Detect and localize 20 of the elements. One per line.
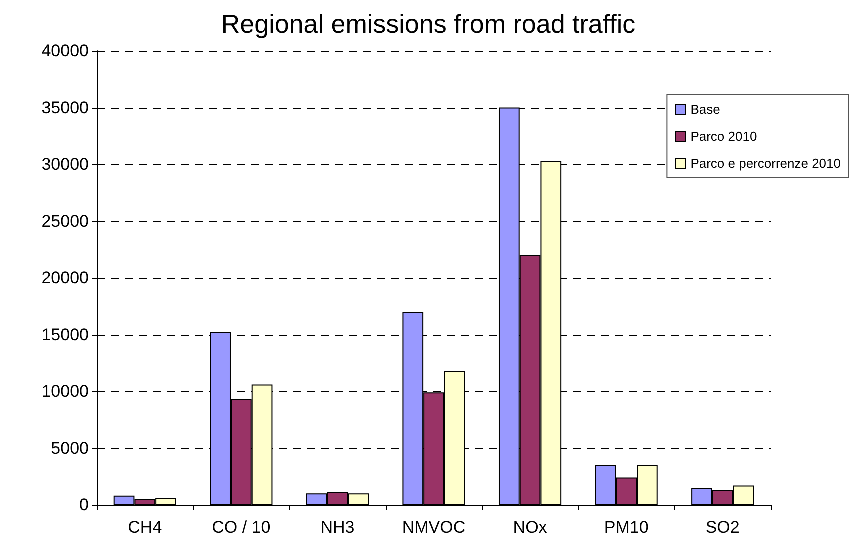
y-tick-label: 25000 xyxy=(42,212,89,231)
y-tick-label: 40000 xyxy=(42,42,89,60)
y-tick-label: 20000 xyxy=(42,268,89,288)
x-tick-label: CH4 xyxy=(128,518,162,537)
x-tick-label: CO / 10 xyxy=(212,518,271,537)
legend-label: Base xyxy=(690,102,720,117)
y-tick-label: 5000 xyxy=(51,438,89,458)
x-tick-label: NH3 xyxy=(320,518,355,537)
x-tick-label: NOx xyxy=(513,518,548,537)
chart-title: Regional emissions from road traffic xyxy=(221,9,636,39)
legend-label: Parco e percorrenze 2010 xyxy=(690,156,841,171)
y-tick-label: 0 xyxy=(80,496,89,514)
x-tick-label: PM10 xyxy=(604,518,649,537)
y-tick-label: 35000 xyxy=(42,98,89,118)
x-tick-label: NMVOC xyxy=(402,518,466,537)
y-tick-label: 30000 xyxy=(42,155,89,174)
x-tick-label: SO2 xyxy=(706,518,740,537)
legend-label: Parco 2010 xyxy=(690,129,758,144)
y-tick-label: 15000 xyxy=(42,325,89,344)
y-tick-label: 10000 xyxy=(42,382,89,401)
